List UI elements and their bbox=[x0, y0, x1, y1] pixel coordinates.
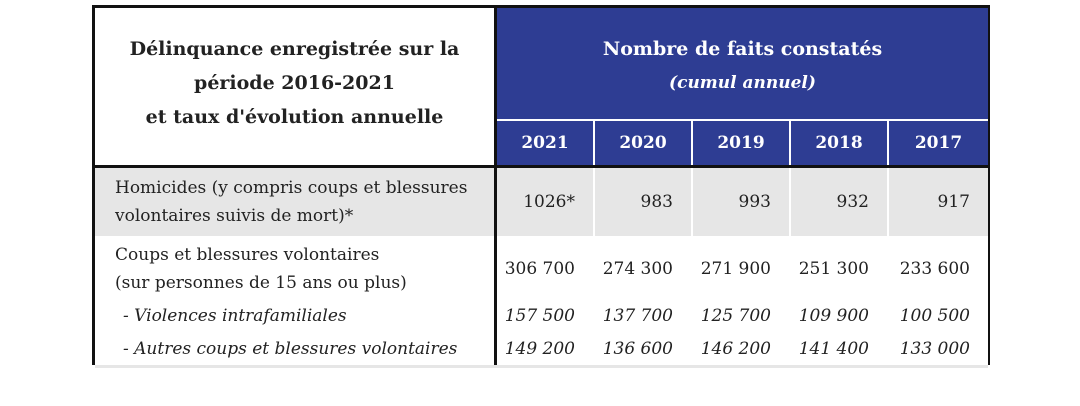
crime-statistics-table: Délinquance enregistrée sur la période 2… bbox=[92, 5, 990, 368]
table-row: Coups et blessures volontaires (sur pers… bbox=[95, 236, 988, 299]
header-subtitle: (cumul annuel) bbox=[669, 73, 816, 93]
row-label: Homicides (y compris coups et blessures … bbox=[95, 168, 497, 236]
year-header: 2019 bbox=[693, 121, 791, 165]
table-cell: 917 bbox=[937, 192, 970, 212]
table-cell: 993 bbox=[693, 168, 791, 236]
row-label: - Autres coups et blessures volontaires bbox=[95, 332, 497, 365]
column-group-header: Nombre de faits constatés (cumul annuel) bbox=[497, 8, 988, 121]
year-header: 2017 bbox=[914, 133, 963, 153]
table-cell: 125 700 bbox=[693, 299, 791, 332]
table-cell: 1026* bbox=[497, 168, 595, 236]
row-label-line: Coups et blessures volontaires bbox=[115, 245, 380, 265]
table-cell: 306 700 bbox=[497, 236, 595, 299]
table-cell: 271 900 bbox=[693, 236, 791, 299]
table-row: Homicides (y compris coups et blessures … bbox=[95, 168, 988, 236]
table-title: Délinquance enregistrée sur la période 2… bbox=[95, 8, 497, 168]
table-cell: 137 700 bbox=[595, 299, 693, 332]
table-cell: 149 200 bbox=[497, 332, 595, 365]
table-cell: 133 000 bbox=[899, 338, 970, 359]
row-label: - Violences intrafamiliales bbox=[95, 299, 497, 332]
row-label-line: (sur personnes de 15 ans ou plus) bbox=[115, 273, 407, 293]
row-label-line: volontaires suivis de mort)* bbox=[115, 206, 354, 226]
table-cell: 146 200 bbox=[693, 332, 791, 365]
row-label: Coups et blessures volontaires (sur pers… bbox=[95, 236, 497, 299]
table-cell: 932 bbox=[791, 168, 889, 236]
year-header: 2021 bbox=[497, 121, 595, 165]
row-label-line: Homicides (y compris coups et blessures bbox=[115, 178, 468, 198]
table-cell: 274 300 bbox=[595, 236, 693, 299]
next-row-strip bbox=[95, 365, 988, 368]
table-cell: 983 bbox=[595, 168, 693, 236]
year-header: 2020 bbox=[595, 121, 693, 165]
table-cell: 233 600 bbox=[899, 258, 970, 279]
table-row: - Autres coups et blessures volontaires … bbox=[95, 332, 988, 365]
year-header: 2018 bbox=[791, 121, 889, 165]
table-cell: 251 300 bbox=[791, 236, 889, 299]
title-line: Délinquance enregistrée sur la bbox=[129, 37, 460, 60]
table-cell: 100 500 bbox=[899, 305, 970, 326]
title-line: et taux d'évolution annuelle bbox=[145, 105, 444, 128]
header-title: Nombre de faits constatés bbox=[602, 38, 883, 60]
title-line: période 2016-2021 bbox=[194, 71, 395, 94]
year-header-row: 2021 2020 2019 2018 2017 bbox=[497, 121, 988, 168]
table-row: - Violences intrafamiliales 157 500 137 … bbox=[95, 299, 988, 332]
table-cell: 157 500 bbox=[497, 299, 595, 332]
table-cell: 109 900 bbox=[791, 299, 889, 332]
table-cell: 141 400 bbox=[791, 332, 889, 365]
table-cell: 136 600 bbox=[595, 332, 693, 365]
